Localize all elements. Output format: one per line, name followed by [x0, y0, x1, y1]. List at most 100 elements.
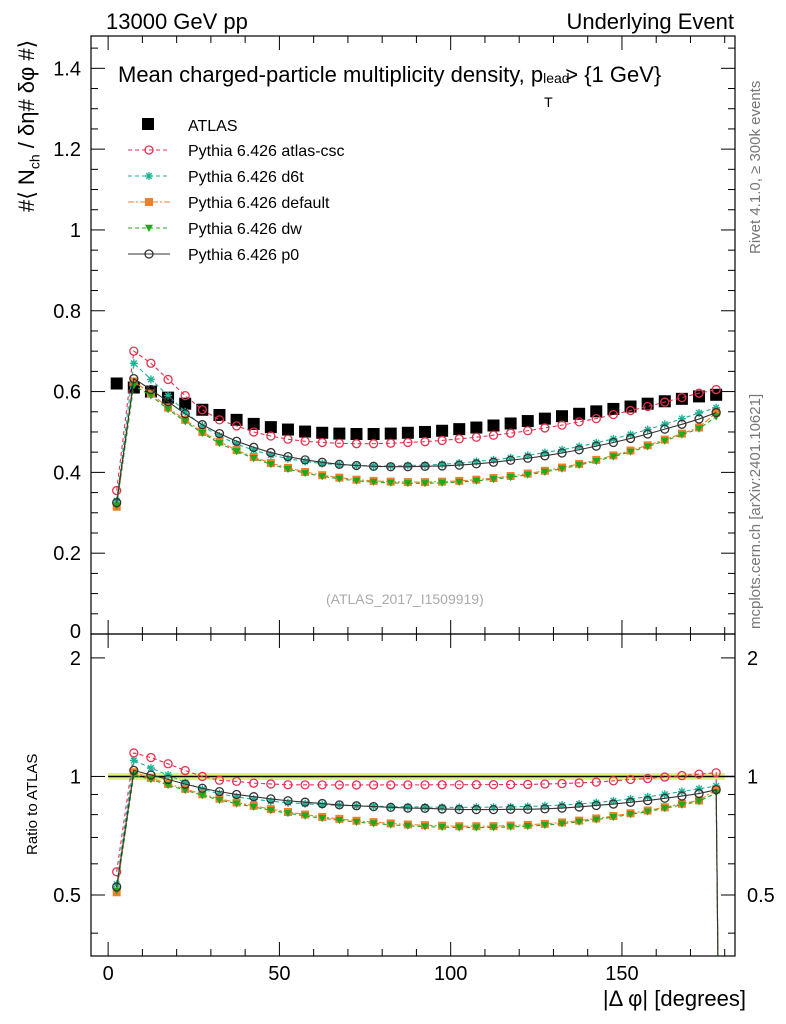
marker-point [180, 409, 190, 419]
x-tick-label: 0 [103, 963, 114, 985]
series-default [112, 377, 721, 511]
ratio-series-p0 [112, 765, 721, 957]
marker-point [146, 770, 156, 780]
legend-label: Pythia 6.426 dw [188, 221, 302, 238]
marker-point [609, 813, 618, 822]
marker-point [438, 479, 447, 487]
marker-point [163, 774, 173, 785]
watermark: (ATLAS_2017_I1509919) [326, 591, 484, 607]
marker-point [334, 800, 345, 810]
data-point-atlas [247, 417, 260, 430]
marker-point [626, 448, 635, 456]
ratio-y-axis-label: Ratio to ATLAS [24, 753, 41, 855]
x-axis-label: |Δ φ| [degrees] [602, 986, 746, 1011]
marker-point [146, 776, 155, 784]
marker-point [437, 461, 447, 471]
legend [128, 118, 170, 259]
marker-point [403, 780, 413, 790]
marker-point [351, 439, 362, 449]
marker-point [352, 477, 361, 485]
marker-point [317, 798, 327, 809]
marker-point [197, 405, 207, 415]
y-tick-label: 0.6 [53, 382, 81, 404]
marker-point [146, 752, 156, 763]
marker-point [145, 198, 153, 206]
marker-point [112, 485, 122, 496]
marker-point [454, 434, 464, 444]
marker-point [335, 475, 344, 483]
marker-point [369, 478, 378, 487]
marker-point [300, 436, 310, 446]
marker-point [488, 779, 499, 790]
marker-point [608, 409, 619, 420]
marker-point [625, 797, 636, 807]
marker-point [540, 451, 550, 461]
marker-point [164, 781, 173, 790]
marker-point [144, 145, 154, 155]
marker-point [198, 429, 207, 438]
series-p0 [112, 373, 721, 508]
marker-point [249, 427, 259, 437]
data-point-atlas [487, 419, 500, 432]
marker-point [608, 799, 619, 809]
marker-point [231, 789, 242, 800]
series-line [116, 377, 717, 503]
y-axis-label-tail: / δη# δφ #⟩ [14, 39, 39, 155]
ratio-frame [90, 633, 736, 957]
marker-point [231, 436, 242, 446]
marker-point [283, 465, 292, 474]
marker-point [694, 388, 704, 398]
marker-point [437, 780, 447, 790]
marker-point [557, 420, 567, 430]
marker-point [472, 477, 481, 485]
marker-point [437, 435, 447, 446]
x-tick-label: 150 [605, 963, 638, 985]
rivet-label: Rivet 4.1.0, ≥ 300k events [747, 80, 764, 254]
legend-label: Pythia 6.426 p0 [188, 247, 299, 264]
marker-point [146, 392, 155, 400]
ratio-series-atlas-csc [112, 748, 721, 957]
marker-point [334, 438, 345, 448]
marker-point [266, 807, 275, 815]
marker-point [660, 772, 670, 782]
marker-point [420, 437, 430, 447]
marker-point [523, 453, 533, 463]
marker-point [591, 777, 601, 787]
marker-point [523, 822, 532, 831]
marker-point [575, 461, 584, 470]
marker-point [694, 414, 704, 424]
marker-point [455, 824, 464, 832]
marker-point [300, 797, 310, 807]
chart-title-sup: lead [543, 70, 570, 86]
marker-point [488, 457, 499, 467]
marker-point [454, 804, 464, 815]
marker-point [249, 455, 258, 463]
marker-point [677, 392, 687, 403]
marker-point [558, 465, 567, 473]
marker-point [523, 426, 533, 436]
marker-point [249, 803, 258, 811]
marker-point [574, 445, 584, 455]
marker-point [283, 810, 292, 818]
marker-point [420, 461, 430, 471]
marker-point [438, 823, 447, 832]
marker-point [266, 447, 276, 458]
marker-point [403, 822, 412, 830]
marker-point [351, 780, 362, 790]
marker-point [386, 821, 395, 829]
legend-label: Pythia 6.426 default [188, 195, 330, 212]
marker-point [283, 796, 293, 806]
marker-point [403, 480, 412, 488]
marker-point [403, 437, 413, 448]
marker-point [625, 433, 636, 444]
marker-point [523, 804, 533, 814]
marker-point [642, 795, 653, 806]
marker-point [557, 778, 567, 789]
marker-point [472, 824, 481, 832]
marker-point [249, 778, 259, 788]
data-point-atlas [110, 377, 123, 390]
data-point-atlas [401, 426, 414, 439]
marker-point [574, 802, 584, 812]
data-point-atlas [350, 427, 363, 440]
marker-point [163, 759, 173, 769]
